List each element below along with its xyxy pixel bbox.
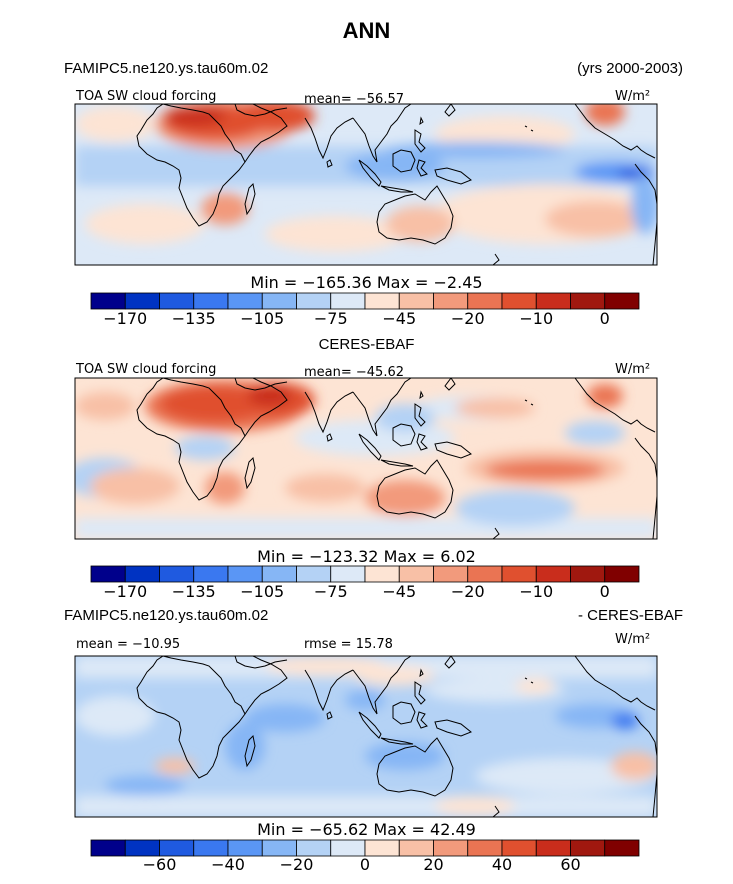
colorbar-1-swatch	[330, 292, 366, 310]
colorbar-2-swatch	[90, 565, 126, 583]
figure-title: ANN	[342, 18, 391, 43]
colorbar-3-swatch	[535, 839, 571, 857]
colorbar-3-tick-label: −60	[142, 855, 177, 874]
colorbar-2-tick-label: 0	[599, 582, 610, 601]
panel1-units: W/m²	[615, 89, 651, 104]
colorbar-1-swatch	[261, 292, 297, 310]
colorbar-1-swatch	[570, 292, 606, 310]
panel1-mean: mean= −56.57	[304, 92, 405, 107]
colorbar-2-swatch	[159, 565, 195, 583]
colorbar-1-tick-label: −45	[382, 309, 417, 328]
colorbar-3-swatch	[296, 839, 332, 857]
colorbar-1-swatch	[364, 292, 400, 310]
colorbar-3-swatch	[364, 839, 400, 857]
colorbar-2-tick-label: −105	[240, 582, 285, 601]
colorbar-3-tick-label: 60	[560, 855, 581, 874]
colorbar-1-swatch	[90, 292, 126, 310]
colorbar-3-swatch	[124, 839, 160, 857]
colorbar-1	[90, 292, 640, 310]
colorbar-1-tick-label: −170	[103, 309, 148, 328]
colorbar-1-swatch	[193, 292, 229, 310]
panel2-field-label: TOA SW cloud forcing	[76, 362, 217, 377]
colorbar-3-tick-label: 0	[359, 855, 371, 874]
colorbar-2-swatch	[227, 565, 263, 583]
colorbar-3-swatch	[261, 839, 297, 857]
colorbar-2-swatch	[535, 565, 571, 583]
colorbar-2-swatch	[261, 565, 297, 583]
colorbar-1-swatch	[227, 292, 263, 310]
colorbar-3-tick-label: 40	[491, 855, 513, 874]
colorbar-2-swatch	[570, 565, 606, 583]
colorbar-2-swatch	[604, 565, 640, 583]
years-label: (yrs 2000-2003)	[577, 60, 683, 77]
colorbar-3-swatch	[467, 839, 503, 857]
colorbar-3-swatch	[193, 839, 229, 857]
panel1-map	[75, 104, 657, 265]
colorbar-2-tick-label: −10	[519, 582, 554, 601]
colorbar-1-tick-label: −135	[171, 309, 216, 328]
colorbar-1-swatch	[535, 292, 571, 310]
panel2-units: W/m²	[615, 362, 651, 377]
panel2-frame	[74, 377, 658, 540]
colorbar-2-swatch	[467, 565, 503, 583]
panel2-map	[75, 378, 657, 539]
colorbar-3-swatch	[330, 839, 366, 857]
colorbar-3-swatch	[433, 839, 469, 857]
colorbar-2-swatch	[433, 565, 469, 583]
diff-left-title: FAMIPC5.ne120.ys.tau60m.02	[64, 607, 269, 624]
panel3-frame	[74, 655, 658, 818]
colorbar-3-swatch	[227, 839, 263, 857]
colorbar-3	[90, 839, 640, 857]
colorbar-3-swatch	[604, 839, 640, 857]
panel2-mean: mean= −45.62	[304, 365, 405, 380]
colorbar-2-tick-label: −135	[171, 582, 216, 601]
colorbar-1-swatch	[467, 292, 503, 310]
panel3-minmax: Min = −65.62 Max = 42.49	[257, 820, 476, 839]
panel2-minmax: Min = −123.32 Max = 6.02	[257, 547, 476, 566]
colorbar-1-tick-label: −20	[450, 309, 485, 328]
colorbar-3-tick-label: 20	[423, 855, 444, 874]
colorbar-1-swatch	[296, 292, 332, 310]
colorbar-1-tick-label: −10	[519, 309, 554, 328]
colorbar-1-tick-label: 0	[599, 309, 610, 328]
colorbar-1-swatch	[501, 292, 537, 310]
panel3-units: W/m²	[615, 632, 651, 647]
colorbar-3-swatch	[159, 839, 195, 857]
colorbar-1-swatch	[604, 292, 640, 310]
colorbar-2-swatch	[364, 565, 400, 583]
colorbar-3-swatch	[570, 839, 606, 857]
colorbar-3-swatch	[90, 839, 126, 857]
colorbar-2-tick-label: −75	[313, 582, 348, 601]
panel1-field-label: TOA SW cloud forcing	[76, 89, 217, 104]
panel2-title: CERES-EBAF	[318, 336, 415, 353]
colorbar-2-swatch	[193, 565, 229, 583]
colorbar-2-swatch	[330, 565, 366, 583]
colorbar-1-swatch	[398, 292, 434, 310]
colorbar-3-swatch	[398, 839, 434, 857]
panel3-rmse: rmse = 15.78	[304, 637, 393, 652]
colorbar-2-tick-label: −20	[450, 582, 485, 601]
panel1-frame	[74, 103, 658, 266]
colorbar-1-tick-label: −75	[313, 309, 348, 328]
colorbar-2-swatch	[296, 565, 332, 583]
colorbar-1-tick-label: −105	[240, 309, 285, 328]
panel1-minmax: Min = −165.36 Max = −2.45	[250, 273, 483, 292]
colorbar-3-tick-label: −40	[211, 855, 245, 874]
colorbar-2	[90, 565, 640, 583]
colorbar-2-swatch	[501, 565, 537, 583]
colorbar-2-swatch	[124, 565, 160, 583]
colorbar-1-swatch	[124, 292, 160, 310]
panel3-map	[75, 656, 657, 817]
model-name: FAMIPC5.ne120.ys.tau60m.02	[64, 60, 269, 77]
diff-right-title: - CERES-EBAF	[577, 607, 683, 624]
colorbar-1-swatch	[159, 292, 195, 310]
colorbar-3-tick-label: −20	[279, 855, 314, 874]
colorbar-1-swatch	[433, 292, 469, 310]
colorbar-2-tick-label: −45	[382, 582, 417, 601]
colorbar-3-swatch	[501, 839, 537, 857]
panel3-mean: mean = −10.95	[76, 637, 181, 652]
colorbar-2-tick-label: −170	[103, 582, 148, 601]
colorbar-2-swatch	[398, 565, 434, 583]
